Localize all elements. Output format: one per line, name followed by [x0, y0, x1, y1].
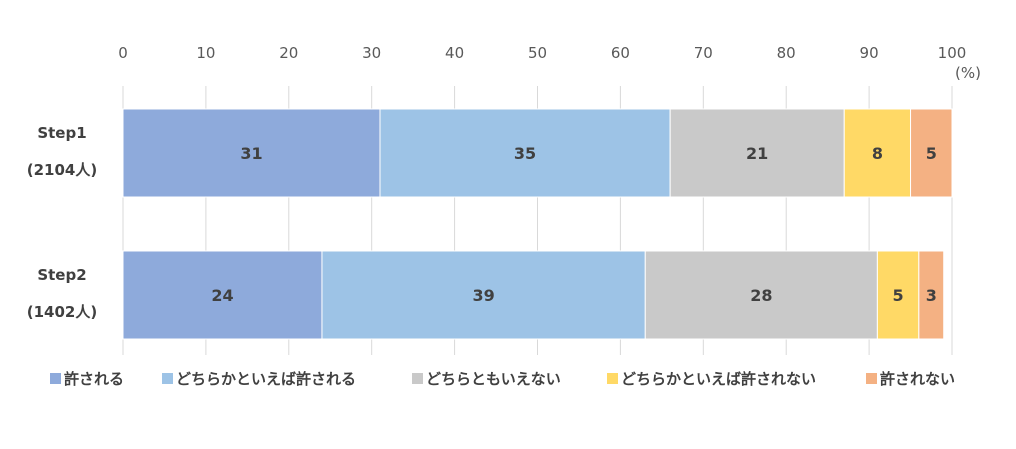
x-tick-label: 70 — [694, 44, 713, 62]
data-label: 28 — [750, 286, 772, 305]
x-tick-label: 40 — [445, 44, 464, 62]
x-tick-label: 100 — [938, 44, 967, 62]
data-label: 3 — [926, 286, 937, 305]
data-label: 5 — [926, 144, 937, 163]
x-axis-unit-label: (%) — [955, 64, 981, 82]
x-axis-tick-labels: 0 10 20 30 40 50 60 70 80 90 100 — [118, 44, 966, 62]
legend-swatch — [50, 373, 61, 384]
bar-segment — [122, 108, 381, 198]
x-tick-label: 0 — [118, 44, 128, 62]
x-tick-label: 10 — [196, 44, 215, 62]
x-tick-label: 60 — [611, 44, 630, 62]
data-label: 5 — [893, 286, 904, 305]
bar-segment — [321, 250, 646, 340]
data-labels: 31 35 21 8 5 24 39 28 5 3 — [211, 144, 936, 305]
x-tick-label: 30 — [362, 44, 381, 62]
bar-segment — [910, 108, 953, 198]
legend-swatch — [162, 373, 173, 384]
data-label: 39 — [472, 286, 494, 305]
data-label: 21 — [746, 144, 768, 163]
data-label: 8 — [872, 144, 883, 163]
data-label: 35 — [514, 144, 536, 163]
bar-segment — [379, 108, 671, 198]
x-tick-label: 90 — [860, 44, 879, 62]
legend-swatch — [607, 373, 618, 384]
legend-swatch — [412, 373, 423, 384]
category-count-label: (1402人) — [27, 303, 97, 321]
x-tick-label: 20 — [279, 44, 298, 62]
data-label: 31 — [240, 144, 262, 163]
legend-label: 許される — [64, 370, 124, 388]
legend-label: どちらともいえない — [426, 370, 561, 388]
bar-segment — [843, 108, 912, 198]
bar-segment — [122, 250, 323, 340]
x-tick-label: 80 — [777, 44, 796, 62]
data-label: 24 — [211, 286, 233, 305]
category-label: Step2 — [37, 266, 86, 284]
bar-segment — [669, 108, 845, 198]
x-tick-label: 50 — [528, 44, 547, 62]
legend-label: 許されない — [880, 370, 955, 388]
bar-segment — [918, 250, 945, 340]
category-labels: Step1 (2104人) Step2 (1402人) — [27, 124, 97, 321]
legend-label: どちらかといえば許されない — [621, 370, 816, 388]
legend-swatch — [866, 373, 877, 384]
bar-segments — [122, 108, 953, 340]
bar-segment — [876, 250, 920, 340]
legend: 許される どちらかといえば許される どちらともいえない どちらかといえば許されない 許さ… — [50, 370, 955, 388]
category-label: Step1 — [37, 124, 86, 142]
legend-label: どちらかといえば許される — [176, 370, 356, 388]
category-count-label: (2104人) — [27, 161, 97, 179]
